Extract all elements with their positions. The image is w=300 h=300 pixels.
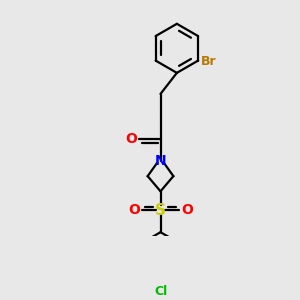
Text: Cl: Cl	[154, 285, 167, 298]
Text: O: O	[126, 132, 138, 146]
Text: O: O	[128, 203, 140, 217]
Text: N: N	[155, 154, 166, 168]
Text: Br: Br	[201, 55, 217, 68]
Text: O: O	[181, 203, 193, 217]
Text: S: S	[155, 202, 166, 217]
